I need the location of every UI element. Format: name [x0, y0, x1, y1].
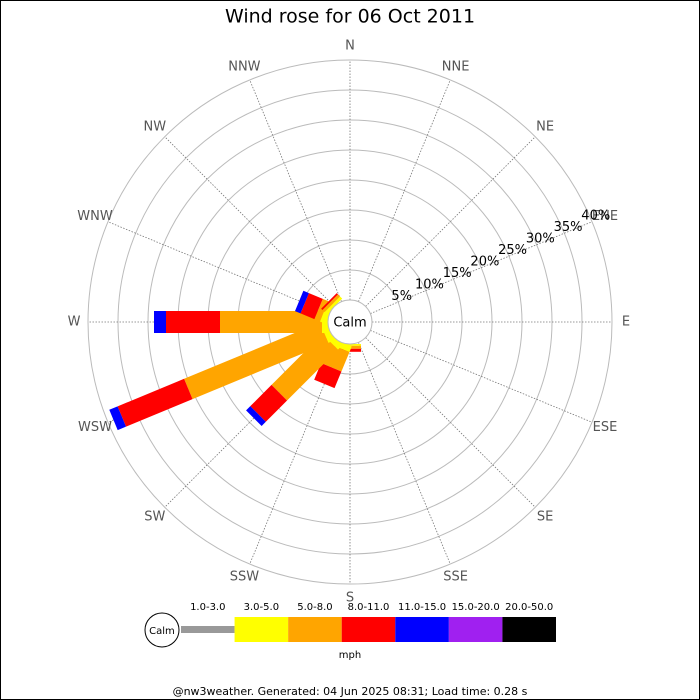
direction-label: W — [68, 315, 81, 330]
direction-label: ESE — [593, 420, 618, 435]
direction-label: SE — [537, 510, 553, 525]
bar-segment — [166, 311, 220, 333]
legend-swatch — [502, 617, 556, 642]
legend-swatch — [448, 617, 503, 642]
direction-label: S — [346, 591, 354, 606]
direction-spoke — [365, 136, 536, 307]
direction-spoke — [107, 221, 330, 314]
bar-segment — [250, 384, 288, 422]
r-tick-label: 15% — [443, 266, 472, 281]
r-tick-label: 40% — [581, 209, 610, 224]
r-tick-label: 25% — [498, 243, 527, 258]
legend-unit: mph — [339, 650, 361, 661]
r-tick-label: 30% — [526, 232, 555, 247]
bar-segment — [324, 296, 343, 315]
direction-spoke — [358, 79, 451, 302]
bar-segment — [117, 378, 193, 427]
chart-title: Wind rose for 06 Oct 2011 — [225, 6, 475, 28]
bar-segment — [246, 406, 266, 426]
legend-swatch — [234, 617, 289, 642]
legend-label: 1.0-3.0 — [190, 602, 225, 613]
bar-segment — [322, 294, 341, 313]
r-tick-label: 5% — [391, 289, 412, 304]
direction-label: SSW — [230, 569, 260, 584]
bar-segment — [154, 311, 166, 333]
direction-spoke — [365, 337, 536, 508]
direction-label: N — [345, 39, 355, 54]
direction-spoke — [370, 221, 593, 314]
legend-calm — [144, 612, 180, 648]
r-tick-label: 20% — [470, 255, 499, 270]
bar-segment — [109, 406, 127, 431]
legend-label: 8.0-11.0 — [348, 602, 390, 613]
legend-label: 20.0-50.0 — [505, 602, 553, 613]
footer: @nw3weather. Generated: 04 Jun 2025 08:3… — [173, 685, 528, 698]
direction-label: NNE — [442, 60, 470, 75]
legend-label: 3.0-5.0 — [244, 602, 279, 613]
bar-segment — [314, 298, 329, 322]
r-tick-label: 35% — [554, 220, 583, 235]
direction-spoke — [249, 79, 342, 302]
legend-label: 5.0-8.0 — [297, 602, 332, 613]
bar-segment — [271, 334, 338, 401]
bar-segment — [220, 311, 322, 333]
direction-label: SW — [144, 510, 165, 525]
legend-label: 11.0-15.0 — [398, 602, 446, 613]
direction-spoke — [370, 330, 593, 423]
bar-segment — [321, 293, 338, 310]
r-tick-label: 10% — [415, 278, 444, 293]
grid-ring — [87, 59, 613, 585]
bar-segment — [314, 363, 342, 389]
legend-swatch — [288, 617, 342, 642]
legend-swatch — [395, 617, 449, 642]
direction-label: NE — [536, 119, 554, 134]
bar-segment — [184, 322, 329, 400]
bar-segment — [300, 293, 323, 320]
direction-spoke — [358, 342, 451, 565]
calm-circle — [327, 299, 373, 345]
direction-label: ENE — [592, 209, 618, 224]
calm-label: Calm — [333, 316, 366, 331]
legend-label: 15.0-20.0 — [452, 602, 500, 613]
legend-swatch — [181, 626, 235, 633]
direction-label: SSE — [443, 569, 468, 584]
bar-segment — [294, 290, 309, 314]
direction-label: WSW — [78, 420, 112, 435]
legend-swatch — [341, 617, 396, 642]
legend-calm-label: Calm — [149, 626, 175, 637]
direction-spoke — [164, 136, 335, 307]
direction-label: NW — [144, 119, 167, 134]
direction-label: NNW — [228, 60, 260, 75]
direction-label: E — [622, 315, 630, 330]
direction-label: WNW — [77, 209, 113, 224]
